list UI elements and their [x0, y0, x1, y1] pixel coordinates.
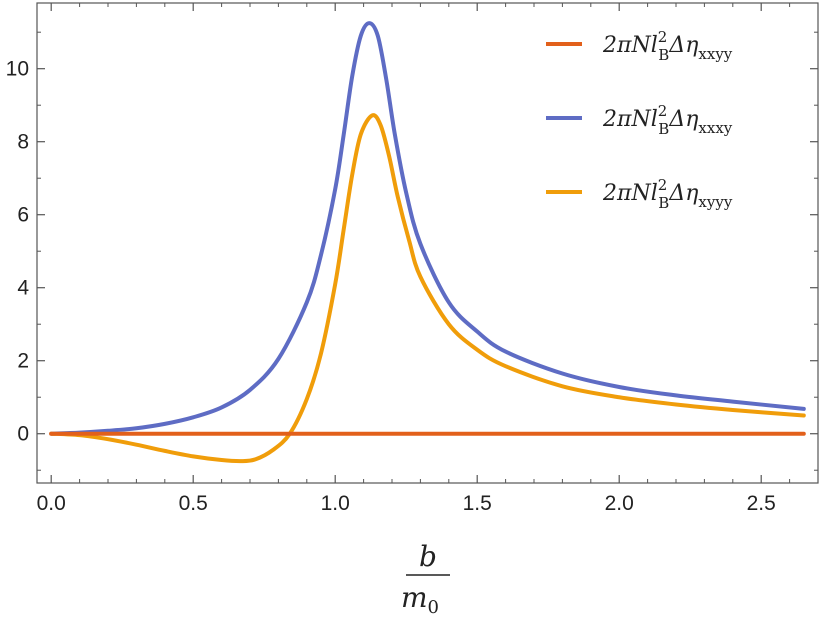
- plot-frame: [36, 2, 819, 484]
- y-axis-ticks: 0 2 4 6 8 10: [6, 31, 818, 471]
- legend-label-sub-b: B: [658, 46, 669, 64]
- x-axis-label: b m0: [401, 540, 450, 617]
- x-tick-label: 2.0: [605, 492, 634, 515]
- x-tick-label: 1.5: [463, 492, 492, 515]
- legend-label-main: 2πNl: [602, 33, 658, 58]
- y-tick-label: 6: [17, 204, 29, 227]
- x-axis-label-denominator-sub: 0: [428, 597, 439, 617]
- y-tick-label: 0: [17, 423, 29, 446]
- legend-label-sup: 2: [658, 28, 668, 46]
- x-axis-label-numerator: b: [419, 540, 437, 573]
- y-tick-label: 8: [17, 131, 29, 154]
- legend-label-sup: 2: [658, 176, 668, 194]
- x-tick-label: 0.5: [179, 492, 208, 515]
- legend-label: 2πNl2 BΔηxxxy: [602, 102, 733, 138]
- y-tick-label: 4: [17, 277, 29, 300]
- legend-label: 2πNl2 BΔηxxyy: [602, 28, 733, 64]
- x-tick-label: 2.5: [747, 492, 776, 515]
- legend-label-sub-b: B: [658, 194, 669, 212]
- series-line-xxxy: [49, 21, 806, 436]
- x-axis-label-denominator-base: m: [401, 581, 428, 614]
- legend-label-eta: Δη: [668, 181, 698, 206]
- y-tick-label: 2: [17, 350, 29, 373]
- legend-label-sub-b: B: [658, 120, 669, 138]
- legend-label-sub: xxyy: [698, 45, 732, 63]
- legend-item-xxxy: 2πNl2 BΔηxxxy: [546, 102, 733, 138]
- y-tick-label: 10: [6, 58, 29, 81]
- legend-item-xxyy: 2πNl2 BΔηxxyy: [546, 28, 733, 64]
- x-tick-label: 1.0: [321, 492, 350, 515]
- legend-label-sup: 2: [658, 102, 668, 120]
- legend-label-eta: Δη: [668, 107, 698, 132]
- legend-label-sub: xxxy: [698, 119, 732, 137]
- legend-item-xyyy: 2πNl2 BΔηxyyy: [546, 176, 733, 212]
- x-tick-label: 0.0: [37, 492, 66, 515]
- x-axis-label-denominator: m0: [401, 581, 439, 617]
- legend-label-main: 2πNl: [602, 181, 658, 206]
- legend-label-eta: Δη: [668, 33, 698, 58]
- series-line-xyyy: [49, 113, 806, 464]
- legend-label-main: 2πNl: [602, 107, 658, 132]
- series-lines: [49, 21, 806, 464]
- legend-label: 2πNl2 BΔηxyyy: [602, 176, 733, 212]
- x-axis-ticks: 0.0 0.5 1.0 1.5 2.0 2.5: [37, 3, 791, 515]
- legend-label-sub: xyyy: [698, 193, 732, 211]
